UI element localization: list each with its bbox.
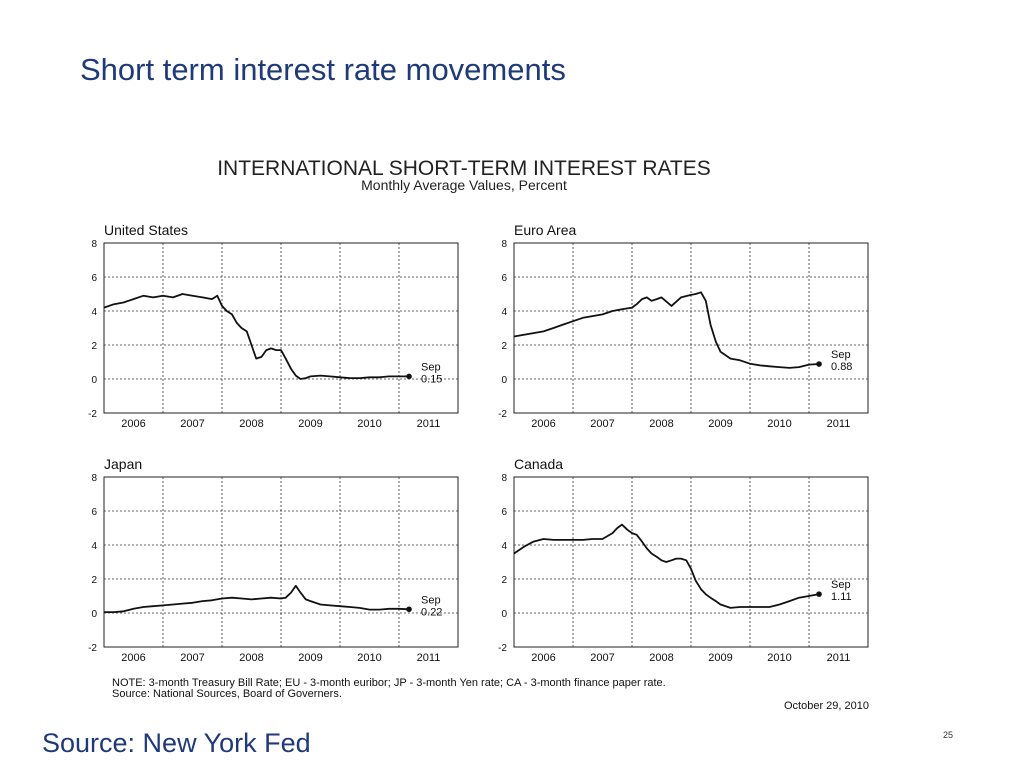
last-point-marker: [816, 591, 822, 597]
x-tick-label: 2009: [298, 652, 322, 664]
last-point-marker: [816, 361, 822, 367]
annotation-value: 0.88: [831, 361, 852, 373]
x-tick-label: 2006: [531, 652, 555, 664]
chart-subtitle: Monthly Average Values, Percent: [361, 177, 567, 193]
panel-united-states: United States 8 6 4 2 0 -2 2006 2007 2008 2009 2010…: [88, 222, 459, 430]
panel-title-united-states: United States: [104, 222, 188, 238]
last-point-marker: [406, 373, 412, 380]
panel-japan: Japan 8 6 4 2 0 -2 2006 2007 2008 2009 2010 2011 Sep0…: [88, 456, 459, 664]
y-tick-label: 4: [501, 307, 507, 318]
panel-euro-area: Euro Area 8 6 4 2 0 -2 2006 2007 2008 2009 2010 2011…: [498, 222, 869, 430]
series-line-euro-area: [513, 291, 820, 369]
y-tick-label: 6: [501, 273, 507, 284]
x-tick-label: 2011: [827, 418, 851, 430]
x-tick-label: 2011: [827, 652, 851, 664]
x-tick-label: 2006: [121, 652, 145, 664]
x-tick-label: 2009: [708, 652, 732, 664]
panel-title-japan: Japan: [104, 456, 142, 472]
x-tick-label: 2006: [121, 418, 145, 430]
series-line-united-states: [103, 293, 409, 380]
chart-source-note: Source: National Sources, Board of Gover…: [112, 688, 342, 700]
panel-title-euro-area: Euro Area: [514, 222, 576, 238]
y-tick-label: 2: [91, 341, 97, 352]
annotation-month: Sep: [831, 579, 851, 591]
y-tick-label: 4: [91, 307, 97, 318]
y-tick-label: 4: [91, 541, 97, 552]
last-point-marker: [406, 606, 412, 613]
annotation-value: 0.15: [421, 373, 442, 385]
y-tick-label: -2: [498, 643, 507, 654]
slide-title: Short term interest rate movements: [80, 52, 566, 87]
annotation-month: Sep: [831, 349, 851, 361]
x-tick-label: 2011: [417, 652, 441, 664]
y-tick-label: 6: [91, 273, 97, 284]
x-tick-label: 2010: [357, 418, 381, 430]
chart-note: NOTE: 3-month Treasury Bill Rate; EU - 3…: [112, 677, 666, 689]
x-tick-label: 2011: [417, 418, 441, 430]
annotation-month: Sep: [421, 594, 441, 606]
y-tick-label: 2: [501, 341, 507, 352]
x-tick-label: 2010: [767, 652, 791, 664]
x-tick-label: 2010: [767, 418, 791, 430]
series-line-japan: [104, 584, 410, 613]
y-tick-label: 8: [501, 239, 507, 250]
chart-title: INTERNATIONAL SHORT-TERM INTEREST RATES: [217, 157, 711, 180]
y-tick-label: 0: [501, 375, 507, 386]
x-tick-label: 2007: [180, 418, 204, 430]
x-tick-label: 2007: [180, 652, 204, 664]
y-tick-label: 6: [501, 507, 507, 518]
x-tick-label: 2006: [531, 418, 555, 430]
chart-date: October 29, 2010: [784, 700, 869, 712]
x-tick-label: 2007: [590, 652, 614, 664]
x-tick-label: 2008: [239, 418, 263, 430]
y-tick-label: 8: [91, 239, 97, 250]
x-tick-label: 2009: [708, 418, 732, 430]
slide-source: Source: New York Fed: [42, 728, 311, 758]
page-number: 25: [943, 730, 954, 740]
y-tick-label: -2: [498, 409, 507, 420]
series-line-canada: [513, 523, 820, 609]
panel-canada: Canada 8 6 4 2 0 -2 2006 2007 2008 2009 2010 2011 Sep…: [498, 456, 869, 664]
x-tick-label: 2010: [357, 652, 381, 664]
panel-title-canada: Canada: [514, 456, 563, 472]
y-tick-label: 8: [91, 473, 97, 484]
y-tick-label: -2: [88, 409, 97, 420]
annotation-month: Sep: [421, 361, 441, 373]
y-tick-label: 2: [501, 575, 507, 586]
y-tick-label: 0: [501, 609, 507, 620]
x-tick-label: 2008: [649, 418, 673, 430]
y-tick-label: -2: [88, 643, 97, 654]
y-tick-label: 4: [501, 541, 507, 552]
x-tick-label: 2008: [239, 652, 263, 664]
y-tick-label: 2: [91, 575, 97, 586]
y-tick-label: 0: [91, 375, 97, 386]
x-tick-label: 2007: [590, 418, 614, 430]
y-tick-label: 6: [91, 507, 97, 518]
x-tick-label: 2008: [649, 652, 673, 664]
y-tick-label: 8: [501, 473, 507, 484]
x-tick-label: 2009: [298, 418, 322, 430]
annotation-value: 1.11: [831, 591, 852, 603]
annotation-value: 0.22: [421, 606, 442, 618]
y-tick-label: 0: [91, 609, 97, 620]
